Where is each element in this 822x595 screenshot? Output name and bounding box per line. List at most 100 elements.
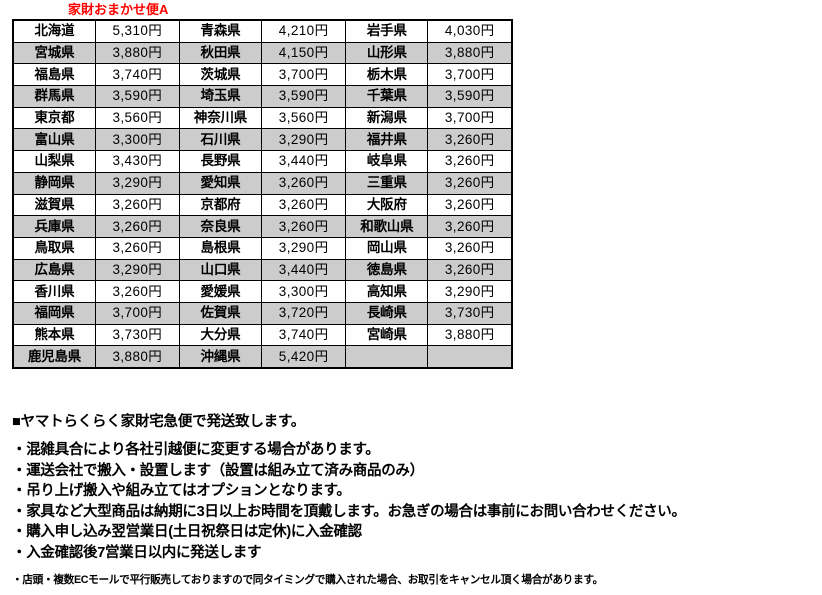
price-cell: 3,740円 (94, 63, 180, 87)
note-line: ・入金確認後7営業日以内に発送します (12, 544, 262, 561)
price-cell: 3,260円 (261, 215, 347, 238)
prefecture-cell: 宮城県 (12, 41, 96, 65)
price-cell-empty (427, 345, 513, 369)
prefecture-cell: 奈良県 (178, 215, 263, 238)
table-row: 静岡県 3,290円 愛知県 3,260円 三重県 3,260円 (12, 171, 513, 195)
table-row: 宮城県 3,880円 秋田県 4,150円 山形県 3,880円 (12, 41, 513, 65)
price-cell: 3,290円 (427, 280, 513, 303)
price-cell: 5,420円 (261, 345, 347, 369)
prefecture-cell: 千葉県 (345, 85, 429, 108)
price-cell: 3,300円 (94, 128, 180, 152)
prefecture-cell: 栃木県 (345, 63, 429, 87)
prefecture-cell: 大分県 (178, 323, 263, 347)
page-title: 家財おまかせ便A (68, 2, 169, 17)
price-cell: 3,590円 (261, 85, 347, 108)
table-row: 滋賀県 3,260円 京都府 3,260円 大阪府 3,260円 (12, 193, 513, 217)
prefecture-cell: 佐賀県 (178, 301, 263, 325)
price-cell: 3,440円 (261, 258, 347, 282)
prefecture-cell: 京都府 (178, 193, 263, 217)
table-row: 鳥取県 3,260円 島根県 3,290円 岡山県 3,260円 (12, 236, 513, 260)
table-row: 富山県 3,300円 石川県 3,290円 福井県 3,260円 (12, 128, 513, 152)
price-cell: 3,290円 (261, 236, 347, 260)
notes-heading: ■ヤマトらくらく家財宅急便で発送致します。 (12, 414, 306, 430)
price-cell: 3,700円 (427, 63, 513, 87)
price-cell: 3,300円 (261, 280, 347, 303)
price-cell: 3,880円 (94, 345, 180, 369)
prefecture-cell: 岐阜県 (345, 150, 429, 173)
prefecture-cell: 青森県 (178, 19, 263, 43)
price-cell: 3,880円 (427, 323, 513, 347)
price-cell: 3,440円 (261, 150, 347, 173)
table-row: 山梨県 3,430円 長野県 3,440円 岐阜県 3,260円 (12, 150, 513, 173)
note-line: ・家具など大型商品は納期に3日以上お時間を頂戴します。お急ぎの場合は事前にお問い… (12, 503, 686, 520)
prefecture-cell: 愛媛県 (178, 280, 263, 303)
table-row: 東京都 3,560円 神奈川県 3,560円 新潟県 3,700円 (12, 106, 513, 130)
price-cell: 3,260円 (94, 193, 180, 217)
prefecture-cell: 北海道 (12, 19, 96, 43)
prefecture-cell: 滋賀県 (12, 193, 96, 217)
prefecture-cell: 長野県 (178, 150, 263, 173)
note-line: ・購入申し込み翌営業日(土日祝祭日は定休)に入金確認 (12, 524, 362, 540)
price-cell: 3,560円 (94, 106, 180, 130)
price-cell: 3,430円 (94, 150, 180, 173)
price-cell: 3,700円 (261, 63, 347, 87)
table-row: 福岡県 3,700円 佐賀県 3,720円 長崎県 3,730円 (12, 301, 513, 325)
price-cell: 3,590円 (94, 85, 180, 108)
prefecture-cell: 島根県 (178, 236, 263, 260)
prefecture-cell: 和歌山県 (345, 215, 429, 238)
price-cell: 3,260円 (427, 128, 513, 152)
price-cell: 3,260円 (427, 236, 513, 260)
prefecture-cell: 山形県 (345, 41, 429, 65)
prefecture-cell: 秋田県 (178, 41, 263, 65)
notes-section: ■ヤマトらくらく家財宅急便で発送致します。 ・混雑具合により各社引越便に変更する… (12, 412, 812, 588)
price-cell: 3,730円 (94, 323, 180, 347)
shipping-fee-table-body: 北海道 5,310円 青森県 4,210円 岩手県 4,030円 宮城県 3,880円 秋田県 4… (12, 19, 513, 369)
price-cell: 3,730円 (427, 301, 513, 325)
prefecture-cell: 徳島県 (345, 258, 429, 282)
table-row: 鹿児島県 3,880円 沖縄県 5,420円 (12, 345, 513, 369)
notes-list: ・混雑具合により各社引越便に変更する場合があります。・運送会社で搬入・設置します… (12, 440, 812, 563)
prefecture-cell: 神奈川県 (178, 106, 263, 130)
prefecture-cell: 広島県 (12, 258, 96, 282)
note-line: ・混雑具合により各社引越便に変更する場合があります。 (12, 442, 380, 458)
price-cell: 3,260円 (427, 171, 513, 195)
prefecture-cell: 長崎県 (345, 301, 429, 325)
prefecture-cell: 福岡県 (12, 301, 96, 325)
price-cell: 3,260円 (427, 258, 513, 282)
prefecture-cell: 富山県 (12, 128, 96, 152)
price-cell: 3,880円 (94, 41, 180, 65)
prefecture-cell: 三重県 (345, 171, 429, 195)
prefecture-cell: 茨城県 (178, 63, 263, 87)
price-cell: 3,560円 (261, 106, 347, 130)
table-row: 群馬県 3,590円 埼玉県 3,590円 千葉県 3,590円 (12, 85, 513, 108)
price-cell: 3,720円 (261, 301, 347, 325)
price-cell: 3,260円 (427, 215, 513, 238)
prefecture-cell: 埼玉県 (178, 85, 263, 108)
prefecture-cell: 新潟県 (345, 106, 429, 130)
prefecture-cell: 鳥取県 (12, 236, 96, 260)
prefecture-cell: 岡山県 (345, 236, 429, 260)
prefecture-cell: 高知県 (345, 280, 429, 303)
shipping-fee-table: 北海道 5,310円 青森県 4,210円 岩手県 4,030円 宮城県 3,880円 秋田県 4… (12, 19, 513, 369)
price-cell: 3,260円 (261, 193, 347, 217)
price-cell: 3,260円 (94, 215, 180, 238)
prefecture-cell: 鹿児島県 (12, 345, 96, 369)
prefecture-cell: 群馬県 (12, 85, 96, 108)
table-row: 兵庫県 3,260円 奈良県 3,260円 和歌山県 3,260円 (12, 215, 513, 238)
price-cell: 3,260円 (427, 150, 513, 173)
prefecture-cell: 愛知県 (178, 171, 263, 195)
prefecture-cell: 熊本県 (12, 323, 96, 347)
price-cell: 4,150円 (261, 41, 347, 65)
prefecture-cell: 山梨県 (12, 150, 96, 173)
prefecture-cell-empty (345, 345, 429, 369)
price-cell: 3,700円 (427, 106, 513, 130)
prefecture-cell: 福井県 (345, 128, 429, 152)
prefecture-cell: 山口県 (178, 258, 263, 282)
price-cell: 5,310円 (94, 19, 180, 43)
price-cell: 3,590円 (427, 85, 513, 108)
note-line: ・運送会社で搬入・設置します（設置は組み立て済み商品のみ） (12, 462, 424, 479)
prefecture-cell: 福島県 (12, 63, 96, 87)
price-cell: 3,880円 (427, 41, 513, 65)
price-cell: 3,290円 (94, 171, 180, 195)
table-row: 北海道 5,310円 青森県 4,210円 岩手県 4,030円 (12, 19, 513, 43)
